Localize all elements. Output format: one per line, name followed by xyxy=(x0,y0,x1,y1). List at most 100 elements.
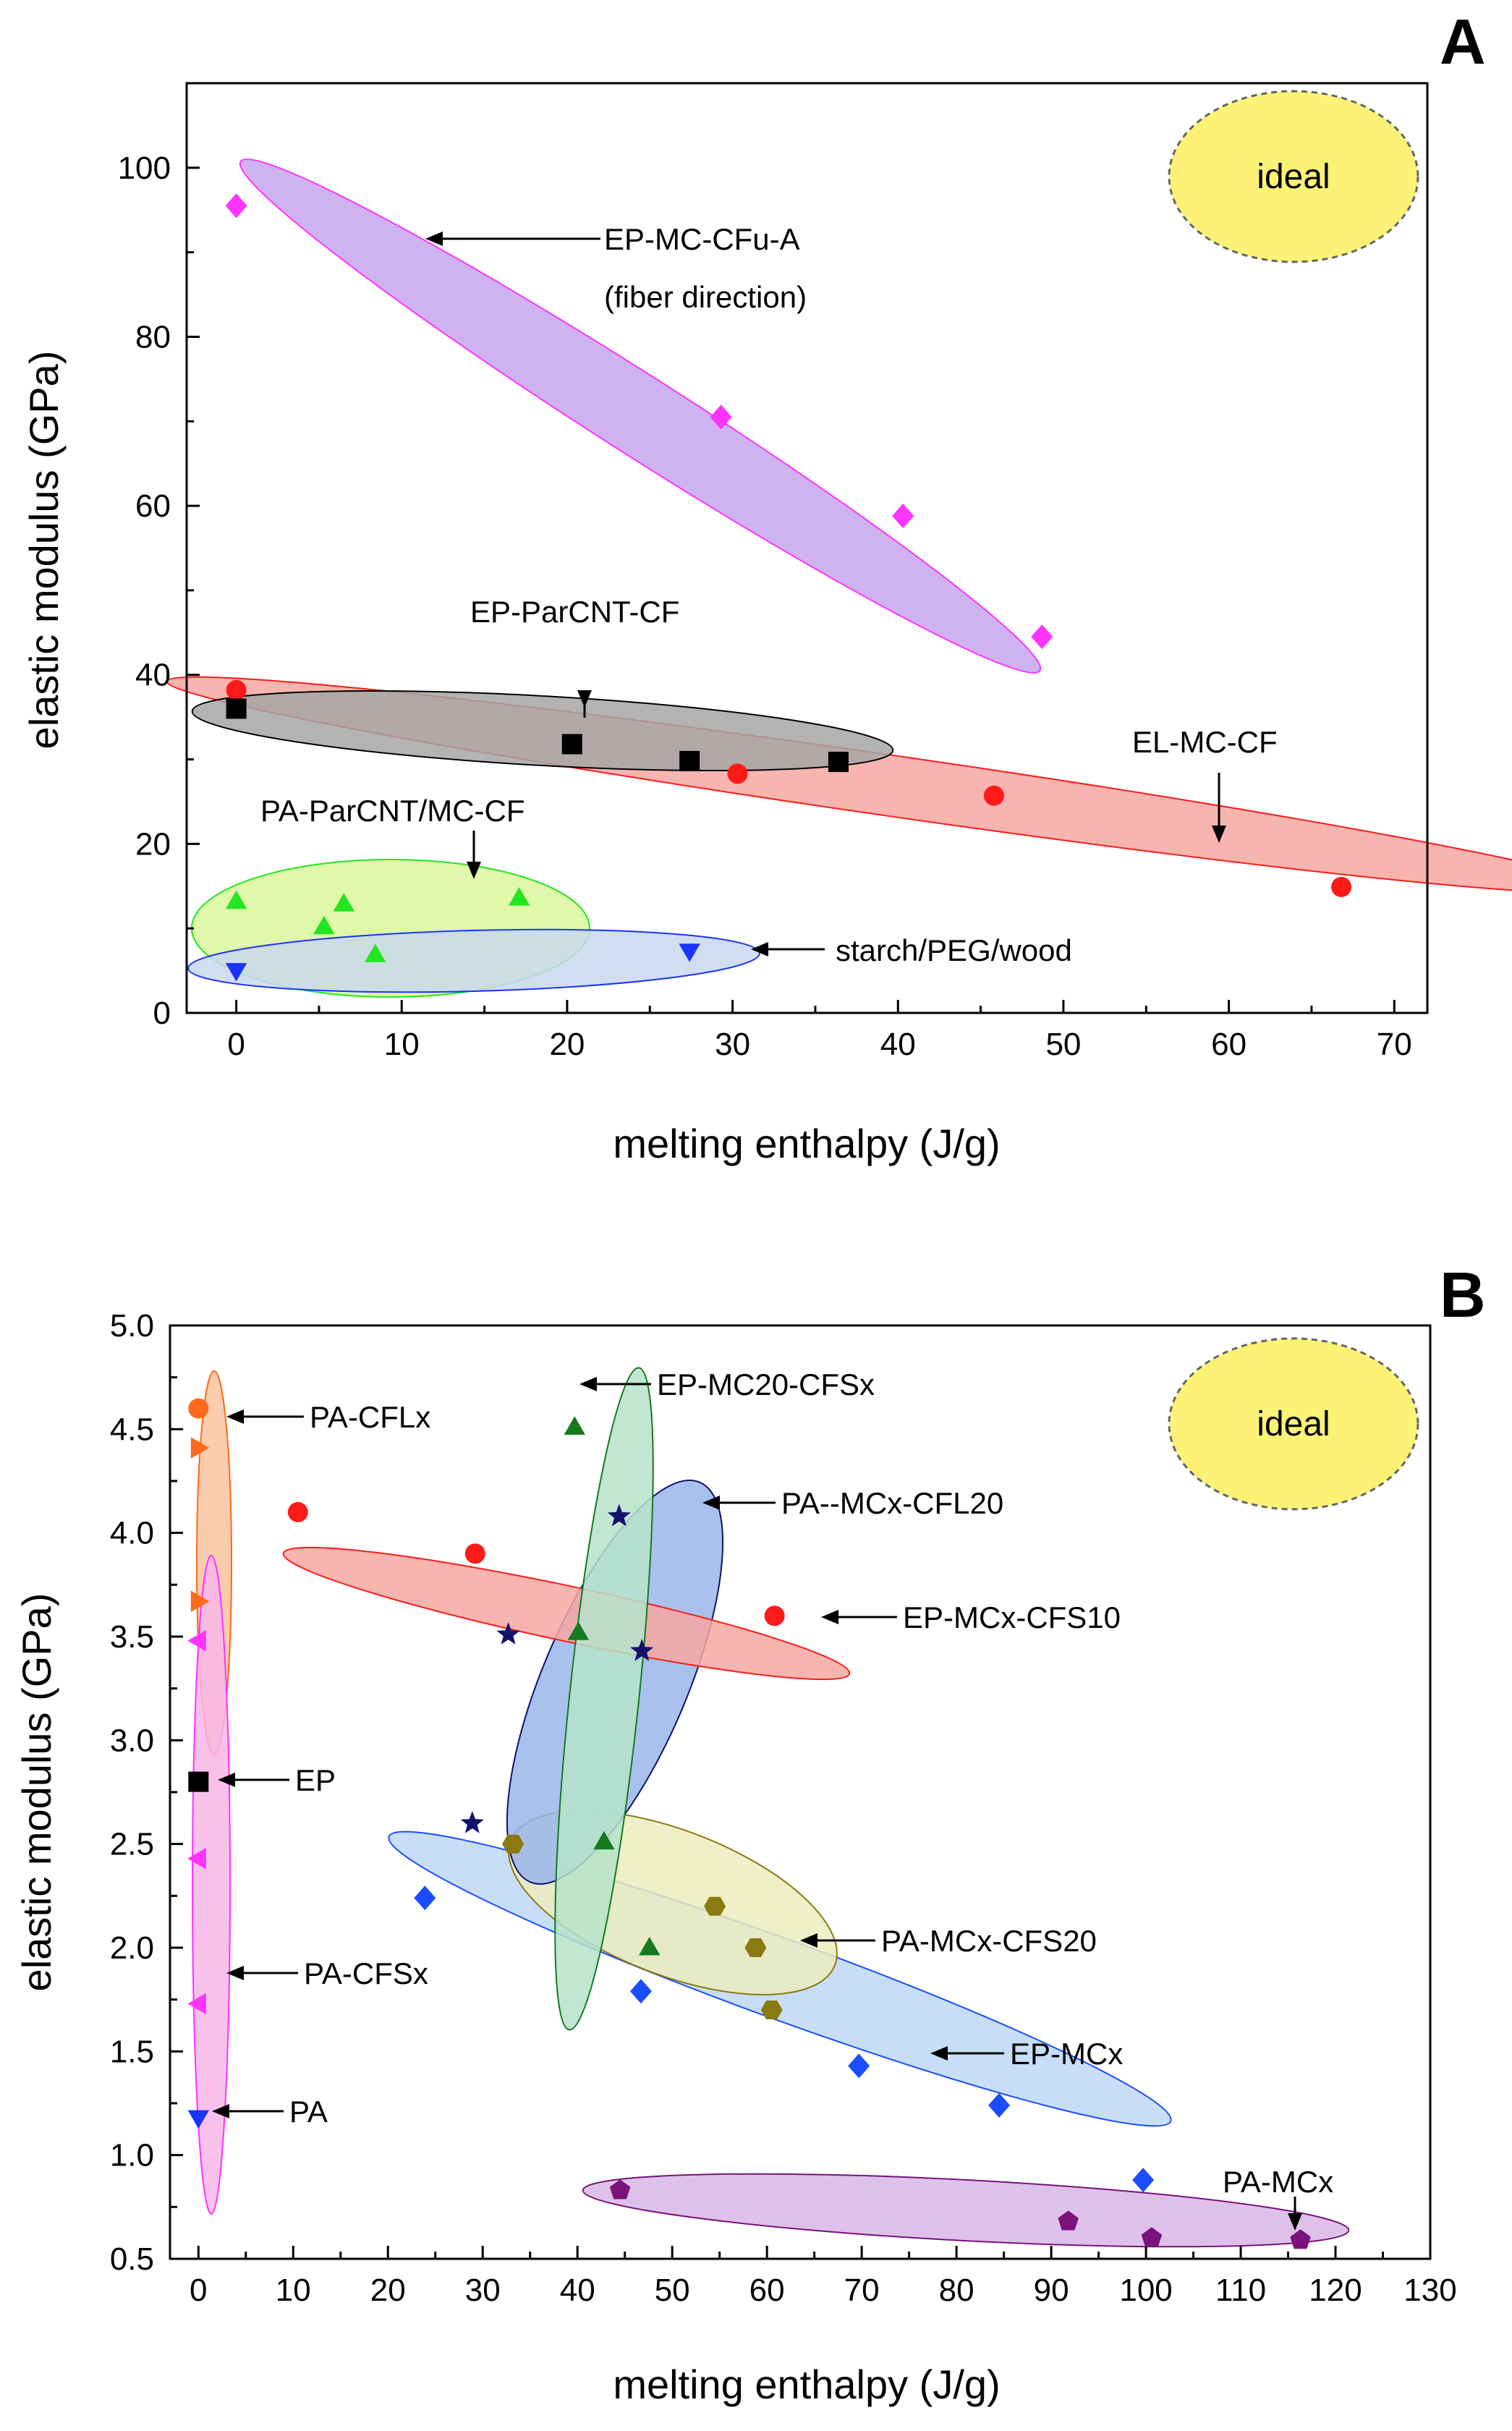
panel-b-x-ticks xyxy=(197,2246,1432,2259)
y-tick-label: 0 xyxy=(153,996,171,1031)
annotation-pa-mcx-cfs20: PA-MCx-CFS20 xyxy=(881,1924,1097,1958)
annotation-pa-mcx-cfl20: PA--MCx-CFL20 xyxy=(781,1486,1003,1520)
annotation-ep-parcnt-cf: EP-ParCNT-CF xyxy=(470,595,679,629)
point-ep-mc20-cfsx xyxy=(593,1830,615,1850)
x-tick-label: 50 xyxy=(1045,1027,1081,1062)
point-ep-parcnt-cf xyxy=(561,734,582,755)
point-pa-mcx-cfl20 xyxy=(460,1811,484,1833)
point-ep-mc-cfu-a xyxy=(225,193,247,219)
panel-b-x-axis-title: melting enthalpy (J/g) xyxy=(613,2362,1000,2407)
point-ep-mcx xyxy=(848,2053,870,2079)
region-starch-peg-wood xyxy=(187,928,760,993)
y-tick-label: 3.0 xyxy=(110,1723,154,1758)
point-pa-mcx-cfs20 xyxy=(704,1896,726,1916)
point-pa-mcx-cfl20 xyxy=(630,1639,654,1661)
annotation-pa-cflx: PA-CFLx xyxy=(310,1400,430,1434)
point-pa-cflx xyxy=(188,1398,209,1419)
point-ep-mcx xyxy=(414,1885,436,1911)
region-pa-cfsx xyxy=(192,1555,231,2215)
y-tick-label: 4.5 xyxy=(110,1412,154,1447)
point-ep-parcnt-cf xyxy=(679,750,700,771)
x-tick-label: 60 xyxy=(1211,1027,1246,1062)
panel-a: A ideal 0 10 20 30 40 50 60 70 0 20 40 60 80 100 mel… xyxy=(21,6,1512,1166)
annotation-ep-mc20-cfsx: EP-MC20-CFSx xyxy=(657,1367,875,1401)
x-tick-label: 90 xyxy=(1034,2273,1069,2308)
y-tick-label: 100 xyxy=(118,150,171,186)
y-tick-label: 1.5 xyxy=(110,2034,154,2069)
annotation-fiber-direction: (fiber direction) xyxy=(604,280,807,314)
y-tick-label: 1.0 xyxy=(110,2138,154,2173)
region-ep-parcnt-cf xyxy=(191,690,894,772)
panel-b: B ideal 0 10 20 30 40 50 60 70 80 90 100 110 120 130 … xyxy=(14,1259,1486,2407)
point-pa-cflx xyxy=(190,1437,210,1459)
point-pa-mcx-cfs20 xyxy=(502,1834,524,1854)
panel-b-data-points xyxy=(187,1398,1311,2249)
point-pa xyxy=(187,2110,209,2129)
point-pa-cflx xyxy=(190,1590,210,1612)
panel-a-annotations xyxy=(425,232,1226,956)
point-ep-mcx-cfs10 xyxy=(464,1543,485,1564)
point-ep xyxy=(188,1771,209,1792)
point-el-mc-cf xyxy=(226,679,247,700)
panel-a-y-ticks xyxy=(187,166,200,1014)
point-ep-mcx-cfs10 xyxy=(764,1605,785,1626)
y-tick-label: 60 xyxy=(135,488,171,524)
annotation-pa-cfsx: PA-CFSx xyxy=(304,1956,428,1990)
panel-b-ideal-label: ideal xyxy=(1257,1405,1330,1443)
x-tick-label: 0 xyxy=(227,1027,245,1062)
panel-b-annotations xyxy=(212,1377,1302,2231)
point-pa-cfsx xyxy=(187,1993,206,2015)
panel-a-x-tick-labels: 0 10 20 30 40 50 60 70 xyxy=(227,1027,1411,1062)
point-el-mc-cf xyxy=(1331,876,1352,897)
x-tick-label: 30 xyxy=(465,2273,501,2308)
panel-b-ideal-region xyxy=(1168,1337,1419,1511)
panel-b-letter: B xyxy=(1440,1259,1486,1331)
point-pa-mcx-cfs20 xyxy=(760,2001,783,2019)
point-pa-mcx-cfl20 xyxy=(496,1622,520,1645)
panel-b-x-tick-labels: 0 10 20 30 40 50 60 70 80 90 100 110 120 130 xyxy=(190,2273,1457,2308)
x-tick-label: 130 xyxy=(1403,2273,1456,2308)
panel-a-plot-frame xyxy=(185,82,1429,1014)
x-tick-label: 50 xyxy=(655,2273,690,2308)
annotation-ep: EP xyxy=(295,1763,336,1797)
point-ep-mcx xyxy=(988,2092,1011,2118)
y-tick-label: 3.5 xyxy=(110,1619,154,1655)
panel-a-x-ticks xyxy=(235,1000,1396,1013)
point-el-mc-cf xyxy=(983,785,1004,806)
point-pa-mcx xyxy=(609,2179,631,2199)
panel-a-data-points xyxy=(225,193,1352,982)
x-tick-label: 20 xyxy=(370,2273,406,2308)
point-ep-parcnt-cf xyxy=(226,698,247,719)
annotation-el-mc-cf: EL-MC-CF xyxy=(1132,725,1278,759)
y-tick-label: 0.5 xyxy=(110,2241,154,2277)
x-tick-label: 0 xyxy=(190,2273,207,2308)
x-tick-label: 20 xyxy=(549,1027,585,1062)
point-pa-mcx xyxy=(1058,2210,1079,2231)
point-pa-parcnt-mc-cf xyxy=(313,915,335,935)
panel-b-y-ticks xyxy=(170,1324,183,2260)
point-ep-mcx xyxy=(629,1979,652,2004)
region-ep-mc20-cfsx xyxy=(554,1367,654,2031)
point-pa-mcx xyxy=(1141,2227,1163,2247)
point-pa-mcx xyxy=(1290,2229,1311,2249)
point-pa-parcnt-mc-cf xyxy=(508,887,530,906)
annotation-starch-peg-wood: starch/PEG/wood xyxy=(836,933,1072,967)
x-tick-label: 70 xyxy=(1377,1027,1412,1062)
x-tick-label: 40 xyxy=(880,1027,916,1062)
annotation-pa-parcnt-mc-cf: PA-ParCNT/MC-CF xyxy=(260,794,525,828)
region-ep-mcx-cfs10 xyxy=(282,1546,851,1681)
point-ep-mc-cfu-a xyxy=(710,404,732,430)
y-tick-label: 4.0 xyxy=(110,1516,154,1551)
point-el-mc-cf xyxy=(727,763,748,784)
point-pa-parcnt-mc-cf xyxy=(365,943,386,962)
panel-a-y-axis-title: elastic modulus (GPa) xyxy=(21,351,67,750)
panel-a-regions xyxy=(166,158,1512,998)
point-pa-parcnt-mc-cf xyxy=(333,893,354,912)
x-tick-label: 100 xyxy=(1119,2273,1172,2308)
point-ep-mc20-cfsx xyxy=(567,1621,590,1640)
region-ep-mc-cfu-a xyxy=(239,158,1042,674)
x-tick-label: 10 xyxy=(384,1027,420,1062)
panel-b-y-axis-title: elastic modulus (GPa) xyxy=(14,1593,59,1992)
annotation-pa-mcx: PA-MCx xyxy=(1223,2165,1333,2199)
